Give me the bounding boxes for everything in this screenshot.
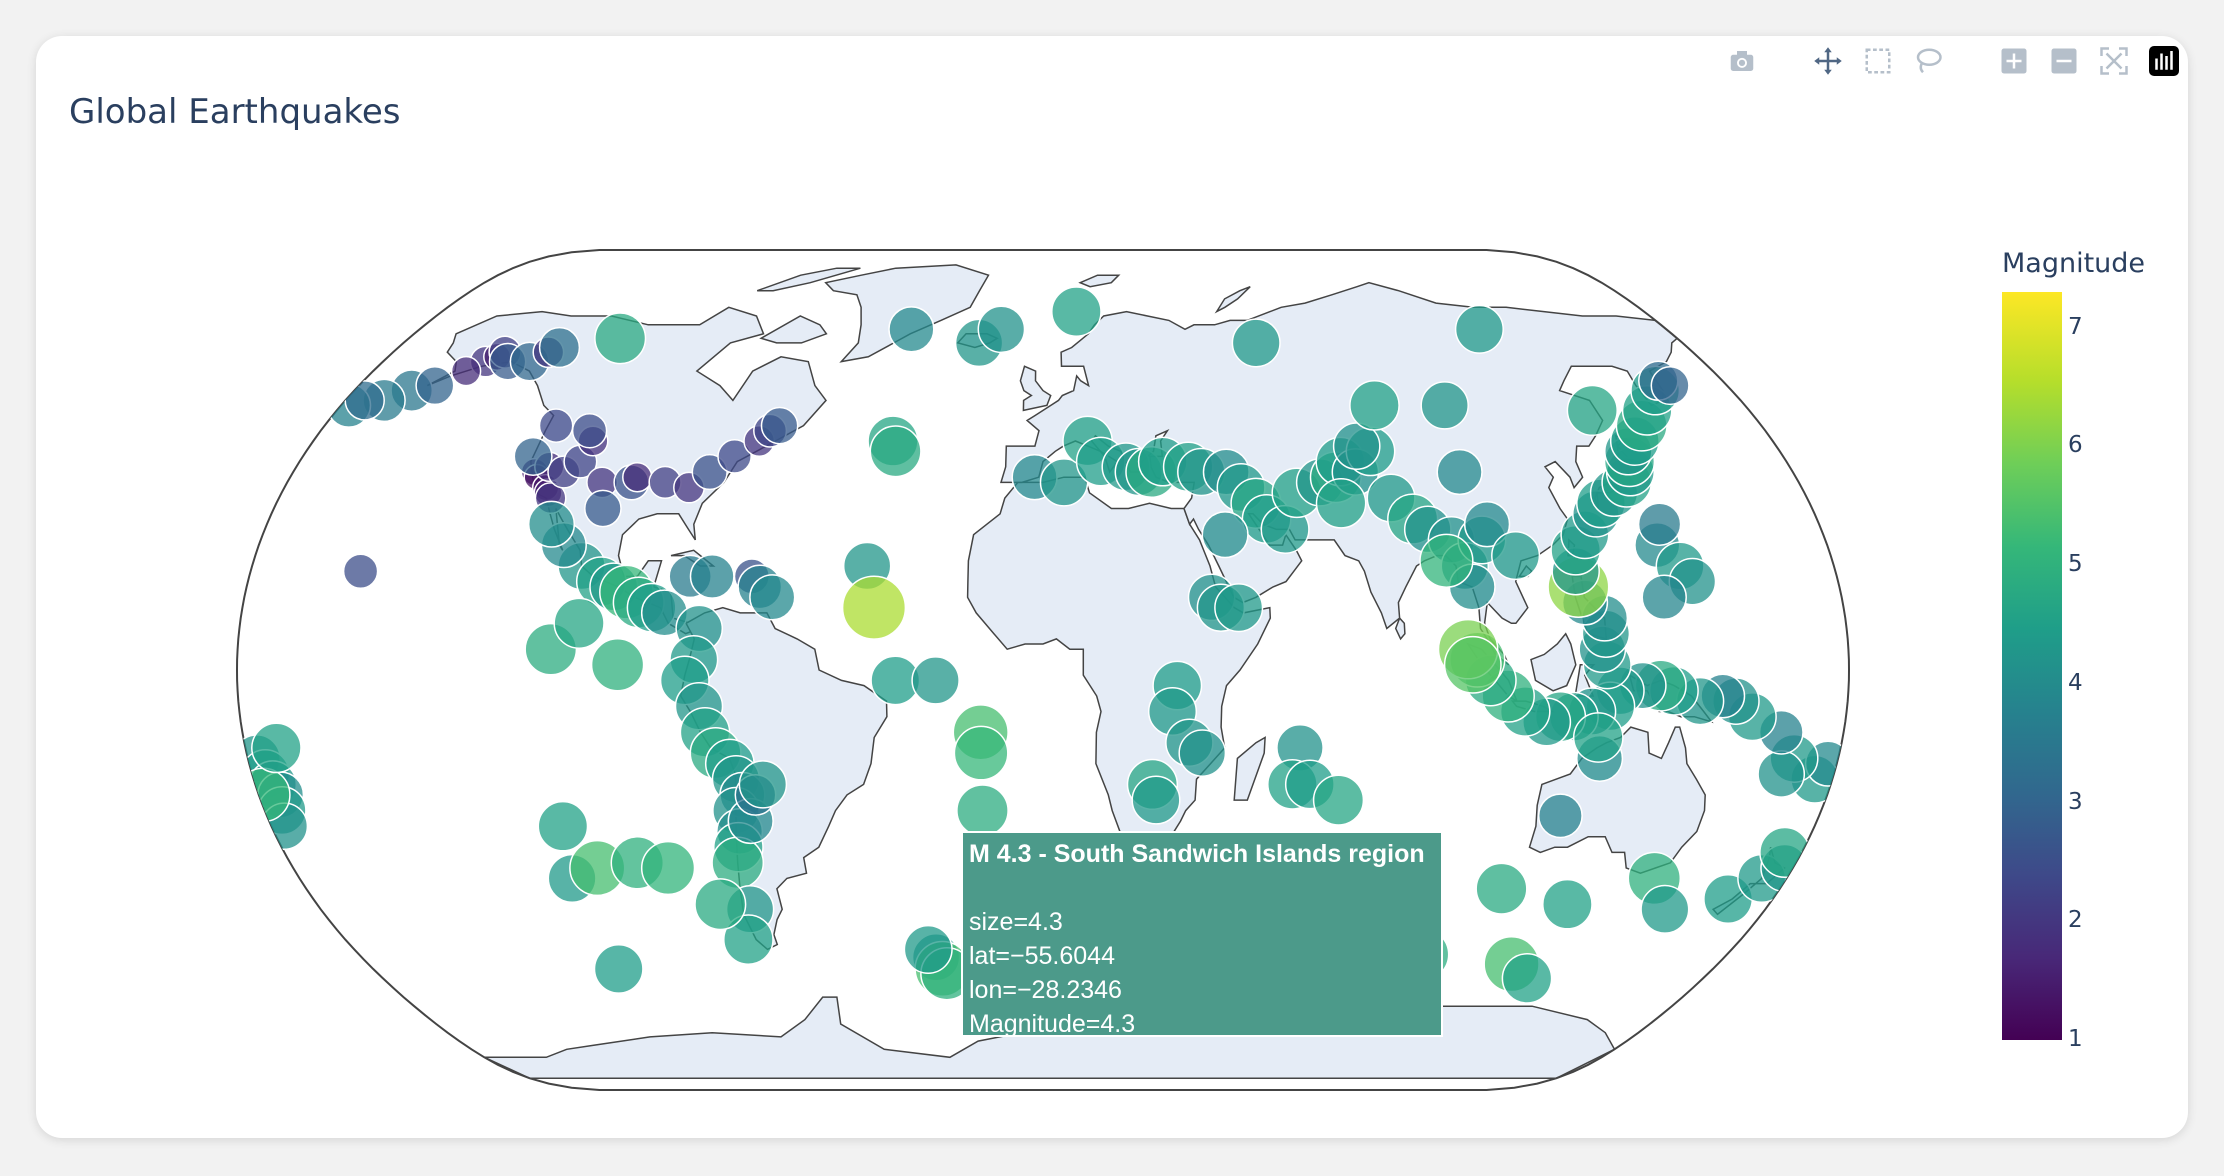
earthquake-marker[interactable]	[640, 840, 696, 896]
earthquake-marker[interactable]	[1491, 531, 1541, 581]
earthquake-marker[interactable]	[749, 574, 796, 621]
earthquake-marker[interactable]	[1214, 583, 1264, 633]
earthquake-marker[interactable]	[237, 767, 291, 823]
earthquake-marker[interactable]	[1566, 384, 1618, 437]
earthquake-marker[interactable]	[694, 878, 747, 931]
hover-magnitude: Magnitude=4.3	[969, 1010, 1136, 1038]
earthquake-marker[interactable]	[1501, 953, 1553, 1004]
earthquake-marker[interactable]	[888, 306, 935, 353]
earthquake-marker[interactable]	[1201, 511, 1249, 559]
zoom-in-icon[interactable]	[1998, 45, 2030, 77]
earthquake-marker[interactable]	[738, 760, 788, 809]
earthquake-marker[interactable]	[1231, 318, 1281, 368]
earthquake-marker[interactable]	[911, 656, 960, 705]
earthquake-marker[interactable]	[1420, 381, 1469, 430]
earthquake-marker[interactable]	[1454, 304, 1504, 354]
earthquake-marker[interactable]	[538, 408, 574, 443]
earthquake-marker[interactable]	[1640, 884, 1690, 934]
geo-map[interactable]	[36, 36, 2188, 1138]
earthquake-marker[interactable]	[415, 366, 455, 406]
land-novaya-zemlya	[1214, 286, 1251, 314]
zoom-out-icon[interactable]	[2048, 45, 2080, 77]
hover-title: M 4.3 - South Sandwich Islands region	[969, 840, 1425, 868]
earthquake-marker[interactable]	[1537, 793, 1583, 839]
earthquake-marker[interactable]	[723, 914, 774, 965]
earthquake-marker[interactable]	[689, 553, 735, 599]
earthquake-marker[interactable]	[251, 722, 302, 774]
earthquake-marker[interactable]	[622, 461, 653, 493]
earthquake-marker[interactable]	[1463, 501, 1511, 548]
colorbar-title: Magnitude	[2002, 248, 2146, 279]
chart-card: Global Earthquakes	[36, 36, 2188, 1138]
earthquake-marker[interactable]	[869, 425, 922, 478]
earthquake-marker[interactable]	[513, 436, 553, 476]
earthquake-markers[interactable]	[233, 286, 1850, 1004]
hover-size: size=4.3	[969, 908, 1063, 936]
colorbar-tick: 6	[2068, 432, 2083, 458]
earthquake-marker[interactable]	[1542, 878, 1593, 930]
earthquake-marker[interactable]	[760, 406, 799, 445]
earthquake-marker[interactable]	[1178, 729, 1227, 777]
earthquake-marker[interactable]	[344, 380, 385, 421]
earthquake-marker[interactable]	[956, 784, 1009, 837]
land-svalbard	[1078, 274, 1121, 288]
earthquake-marker[interactable]	[553, 597, 605, 649]
earthquake-marker[interactable]	[1637, 502, 1682, 546]
colorbar-tick: 2	[2068, 907, 2083, 933]
pan-icon[interactable]	[1812, 45, 1844, 77]
earthquake-marker[interactable]	[593, 943, 644, 994]
earthquake-marker[interactable]	[1650, 366, 1690, 406]
land-ellesmere	[756, 267, 861, 292]
autoscale-icon[interactable]	[2098, 45, 2130, 77]
land-borneo	[1530, 632, 1577, 692]
hover-lon: lon=−28.2346	[969, 976, 1122, 1004]
colorbar-tick: 4	[2068, 670, 2083, 696]
plotly-logo-icon[interactable]	[2148, 45, 2180, 77]
earthquake-marker[interactable]	[571, 412, 608, 449]
earthquake-marker[interactable]	[538, 326, 581, 369]
colorbar-tick: 1	[2068, 1026, 2083, 1052]
earthquake-marker[interactable]	[1641, 574, 1687, 621]
land-britain	[1019, 365, 1052, 412]
earthquake-marker[interactable]	[450, 355, 482, 387]
colorbar-tick: 3	[2068, 789, 2083, 815]
earthquake-marker[interactable]	[594, 312, 647, 365]
earthquake-marker[interactable]	[1051, 286, 1102, 337]
hover-lat: lat=−55.6044	[969, 942, 1115, 970]
earthquake-marker[interactable]	[1443, 635, 1502, 694]
earthquake-marker[interactable]	[527, 500, 576, 548]
land-madagascar	[1233, 736, 1266, 801]
lasso-icon[interactable]	[1912, 45, 1944, 77]
earthquake-marker[interactable]	[1572, 712, 1624, 763]
earthquake-marker[interactable]	[1131, 775, 1181, 825]
earthquake-marker[interactable]	[1475, 862, 1528, 915]
earthquake-marker[interactable]	[841, 575, 907, 640]
colorbar-tick: 7	[2068, 314, 2083, 340]
land-baffin-island	[759, 315, 828, 344]
hover-tooltip: M 4.3 - South Sandwich Islands region si…	[961, 831, 1443, 1038]
earthquake-marker[interactable]	[584, 489, 622, 528]
earthquake-marker[interactable]	[537, 800, 589, 852]
earthquake-marker[interactable]	[1349, 380, 1400, 431]
box-select-icon[interactable]	[1862, 45, 1894, 77]
land-sri-lanka	[1394, 616, 1406, 641]
camera-icon[interactable]	[1726, 45, 1758, 77]
chart-title: Global Earthquakes	[69, 92, 401, 132]
colorbar-tick: 5	[2068, 551, 2083, 577]
colorbar	[2002, 292, 2062, 1040]
earthquake-marker[interactable]	[1436, 448, 1483, 496]
earthquake-marker[interactable]	[1419, 533, 1474, 588]
earthquake-marker[interactable]	[1312, 774, 1365, 826]
earthquake-marker[interactable]	[903, 924, 953, 974]
earthquake-marker[interactable]	[977, 305, 1026, 354]
earthquake-marker[interactable]	[590, 638, 645, 692]
earthquake-marker[interactable]	[953, 725, 1009, 781]
earthquake-marker[interactable]	[342, 553, 379, 589]
earthquake-marker[interactable]	[717, 439, 752, 474]
modebar	[1726, 36, 2180, 86]
earthquake-marker[interactable]	[1315, 477, 1367, 529]
earthquake-marker[interactable]	[1757, 750, 1806, 798]
